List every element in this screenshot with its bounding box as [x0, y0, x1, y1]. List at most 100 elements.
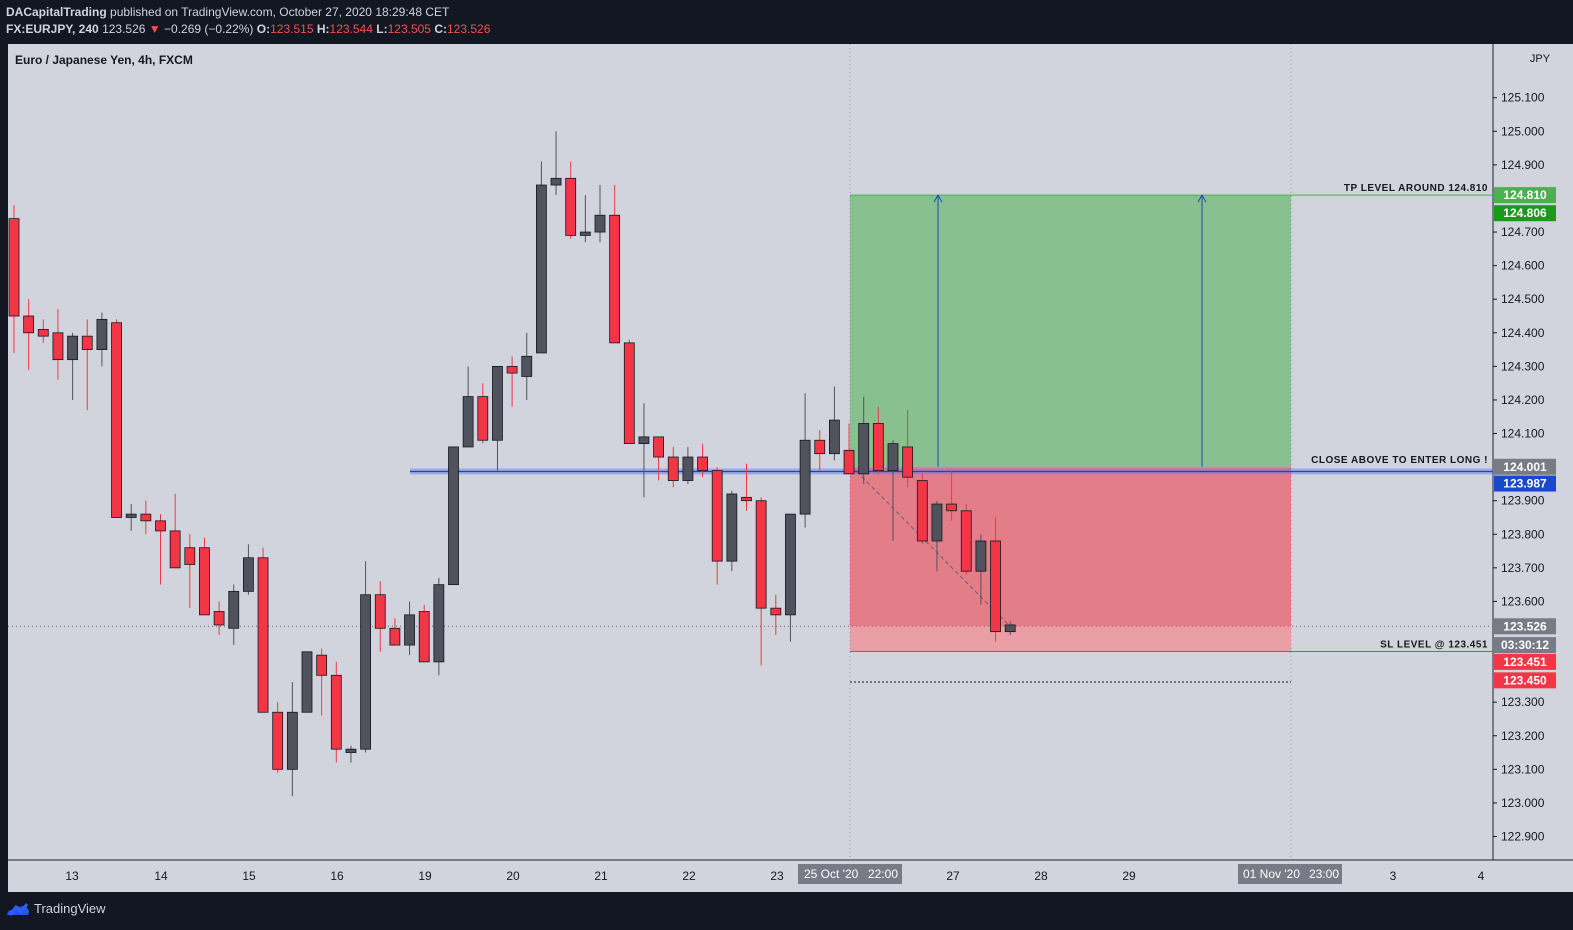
price-badge	[1494, 187, 1556, 204]
candle-body	[667, 456, 679, 481]
candle-body	[140, 513, 152, 522]
candle-body	[682, 456, 694, 481]
candle-body	[887, 443, 899, 471]
candle-body	[960, 510, 972, 572]
candle-body	[872, 423, 884, 471]
trend-dashed-line	[851, 466, 1013, 629]
candle-body	[184, 547, 196, 565]
x-tick-label: 16	[330, 869, 344, 883]
high-label: H:	[316, 22, 330, 36]
price-badge	[1494, 672, 1556, 689]
symbol-label[interactable]: FX:EURJPY, 240	[6, 22, 99, 36]
x-tick-label: 22	[682, 869, 696, 883]
last-price: 123.526	[102, 22, 146, 36]
candle-body	[741, 496, 752, 502]
y-tick-label: 125.000	[1501, 124, 1545, 138]
price-chart[interactable]: TP LEVEL AROUND 124.810 CLOSE ABOVE TO EN…	[0, 44, 1573, 892]
tradingview-logo[interactable]: TradingView	[6, 901, 106, 916]
chart-header: DACapitalTrading published on TradingVie…	[0, 0, 1573, 44]
candle-body	[155, 520, 166, 532]
candle-body	[257, 557, 269, 713]
candle-body	[799, 439, 811, 515]
price-badge	[1494, 637, 1556, 654]
y-tick-label: 125.100	[1501, 91, 1545, 105]
sl-label: SL LEVEL @ 123.451	[1380, 639, 1488, 650]
y-tick-label: 123.100	[1501, 762, 1545, 776]
y-tick-label: 122.900	[1501, 829, 1545, 843]
price-badge	[1494, 653, 1556, 670]
candle-body	[360, 594, 372, 750]
arrow-head	[1197, 194, 1207, 203]
time-badge-text: 01 Nov '20	[1243, 867, 1300, 881]
candle-body	[623, 342, 635, 445]
candles	[8, 131, 1016, 797]
candle-body	[770, 607, 782, 616]
x-tick-label: 13	[65, 869, 79, 883]
author-name[interactable]: DACapitalTrading	[6, 5, 107, 19]
y-tick-label: 123.800	[1501, 527, 1545, 541]
y-tick-label: 123.000	[1501, 796, 1545, 810]
y-tick-label: 123.600	[1501, 594, 1545, 608]
candle-body	[330, 674, 342, 750]
time-badge-text: 25 Oct '20	[804, 867, 859, 881]
x-tick-labels: 1314151619202122232627282934	[65, 869, 1484, 883]
loss-zone	[850, 466, 1291, 652]
chart-frame[interactable]: TP LEVEL AROUND 124.810 CLOSE ABOVE TO EN…	[0, 44, 1573, 892]
x-tick-label: 23	[770, 869, 784, 883]
candle-body	[228, 590, 240, 629]
y-tick-label: 124.900	[1501, 158, 1545, 172]
candle-body	[521, 355, 533, 377]
candle-body	[931, 503, 943, 542]
y-tick-label: 124.100	[1501, 427, 1545, 441]
candle-body	[23, 315, 35, 334]
x-tick-label: 15	[242, 869, 256, 883]
x-tick-label: 29	[1122, 869, 1136, 883]
candle-body	[579, 231, 591, 236]
low-label: L:	[376, 22, 388, 36]
profit-zone	[850, 195, 1291, 467]
time-badge-text: 22:00	[868, 867, 898, 881]
candle-body	[213, 611, 225, 626]
y-tick-labels: 125.100 125.000 124.900 124.700 124.600 124.5…	[1493, 91, 1545, 843]
candle-body	[448, 446, 459, 586]
time-badge	[1238, 864, 1342, 884]
candle-body	[609, 214, 621, 344]
candle-body	[433, 584, 445, 663]
low-value: 123.505	[387, 22, 431, 36]
open-value: 123.515	[270, 22, 314, 36]
y-tick-label: 124.500	[1501, 292, 1545, 306]
arrow-head	[933, 194, 943, 203]
price-badge-text: 123.450	[1503, 673, 1547, 687]
x-tick-label: 27	[946, 869, 960, 883]
open-label: O:	[256, 22, 271, 36]
ohlc-line: FX:EURJPY, 240 123.526 ▼ −0.269 (−0.22%)…	[6, 22, 490, 36]
price-badge-text: 124.001	[1503, 460, 1547, 474]
time-badge	[798, 864, 902, 884]
candle-body	[374, 594, 386, 629]
candle-body	[594, 214, 606, 233]
y-tick-label: 124.700	[1501, 225, 1545, 239]
candle-body	[492, 365, 503, 441]
candle-body	[550, 177, 562, 186]
high-value: 123.544	[329, 22, 373, 36]
y-tick-label: 123.700	[1501, 561, 1545, 575]
candle-body	[345, 748, 357, 753]
candle-body	[81, 335, 93, 350]
candle-body	[902, 446, 914, 478]
candle-body	[843, 449, 855, 475]
candle-body	[638, 436, 650, 445]
x-tick-label: 14	[154, 869, 168, 883]
candle-body	[711, 470, 723, 562]
x-tick-label: 19	[418, 869, 432, 883]
publish-info: published on TradingView.com, October 27…	[110, 5, 450, 19]
price-badge-text: 123.451	[1503, 655, 1547, 669]
candle-body	[916, 480, 928, 542]
candle-body	[990, 540, 1001, 633]
candle-body	[1004, 624, 1016, 633]
candle-body	[169, 530, 181, 569]
y-tick-label: 123.900	[1501, 494, 1545, 508]
close-value: 123.526	[447, 22, 491, 36]
candle-body	[785, 513, 796, 616]
candle-body	[565, 177, 577, 236]
candle-body	[37, 329, 49, 337]
